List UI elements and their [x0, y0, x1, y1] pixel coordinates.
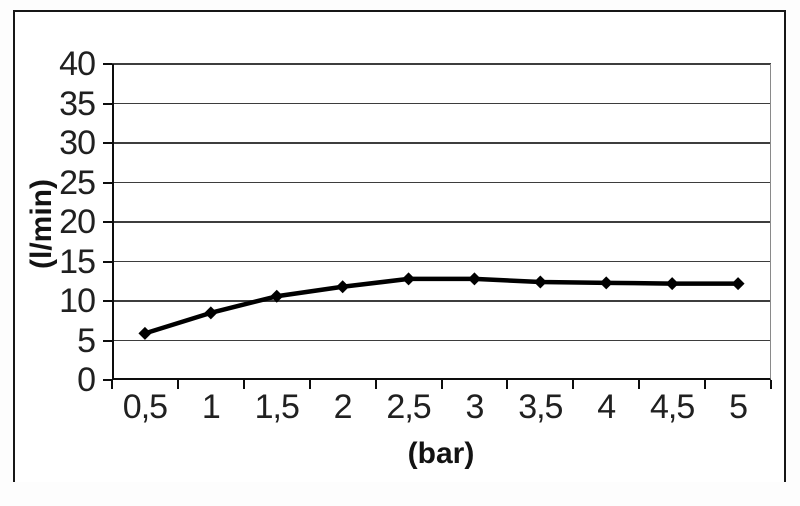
- x-tick-label: 0,5: [122, 388, 168, 426]
- x-axis-tick: [176, 380, 179, 389]
- y-gridline: [112, 181, 771, 184]
- y-tick-label: 5: [77, 321, 96, 360]
- y-gridline: [112, 142, 771, 144]
- y-tick-label: 15: [59, 242, 96, 281]
- x-tick-label: 5: [729, 388, 748, 426]
- chart-figure-border: [13, 10, 786, 482]
- x-tick-label: 2,5: [386, 388, 431, 426]
- y-axis-tick: [103, 260, 112, 263]
- data-point: [204, 306, 218, 320]
- data-point: [467, 272, 481, 286]
- x-tick-label: 4,5: [650, 388, 695, 426]
- x-tick-label: 4: [597, 388, 616, 426]
- y-gridline: [112, 260, 771, 263]
- x-axis-tick: [440, 380, 443, 389]
- y-gridline: [112, 102, 771, 105]
- y-tick-label: 40: [59, 45, 96, 83]
- y-axis-tick: [103, 339, 112, 342]
- data-point: [665, 277, 679, 291]
- x-tick-label: 2: [333, 388, 353, 426]
- y-gridline: [112, 63, 771, 65]
- y-tick-label: 25: [59, 163, 96, 202]
- x-axis-tick: [242, 380, 245, 389]
- y-axis-tick: [103, 63, 112, 65]
- y-axis-tick: [103, 102, 112, 105]
- y-gridline: [112, 221, 771, 223]
- data-point: [731, 277, 745, 291]
- y-axis-title: (l/min): [25, 179, 58, 269]
- y-tick-label: 10: [59, 282, 96, 320]
- y-gridline: [112, 339, 771, 342]
- x-tick-label: 3: [465, 388, 484, 426]
- series-line: [144, 276, 739, 336]
- data-point: [599, 276, 613, 290]
- y-axis-tick: [103, 379, 112, 381]
- data-point: [402, 272, 416, 286]
- x-axis-tick: [638, 380, 641, 389]
- y-axis-tick: [103, 300, 112, 302]
- y-tick-label: 35: [59, 84, 96, 123]
- flow-curve-series: [138, 272, 745, 340]
- y-tick-label: 0: [77, 361, 96, 399]
- x-axis-tick: [506, 380, 509, 389]
- y-tick-label: 30: [59, 124, 96, 162]
- data-point: [533, 275, 547, 289]
- y-axis-tick: [103, 142, 112, 144]
- plot-area: [112, 64, 771, 380]
- x-axis-tick: [572, 380, 575, 389]
- y-axis-tick: [103, 221, 112, 223]
- x-axis-tick: [770, 380, 772, 389]
- y-gridline: [112, 300, 771, 302]
- data-point: [138, 326, 152, 340]
- x-axis-tick: [704, 380, 707, 389]
- x-tick-label: 1,5: [254, 388, 300, 426]
- x-tick-label: 3,5: [518, 388, 563, 426]
- x-axis-tick: [374, 380, 377, 389]
- x-axis-tick: [308, 380, 311, 389]
- x-tick-label: 1: [201, 388, 221, 426]
- x-axis-title: (bar): [407, 437, 475, 470]
- y-axis-tick: [103, 181, 112, 184]
- data-point: [336, 280, 350, 294]
- data-point: [270, 289, 284, 303]
- x-axis-tick: [111, 380, 113, 389]
- y-tick-label: 20: [59, 203, 96, 241]
